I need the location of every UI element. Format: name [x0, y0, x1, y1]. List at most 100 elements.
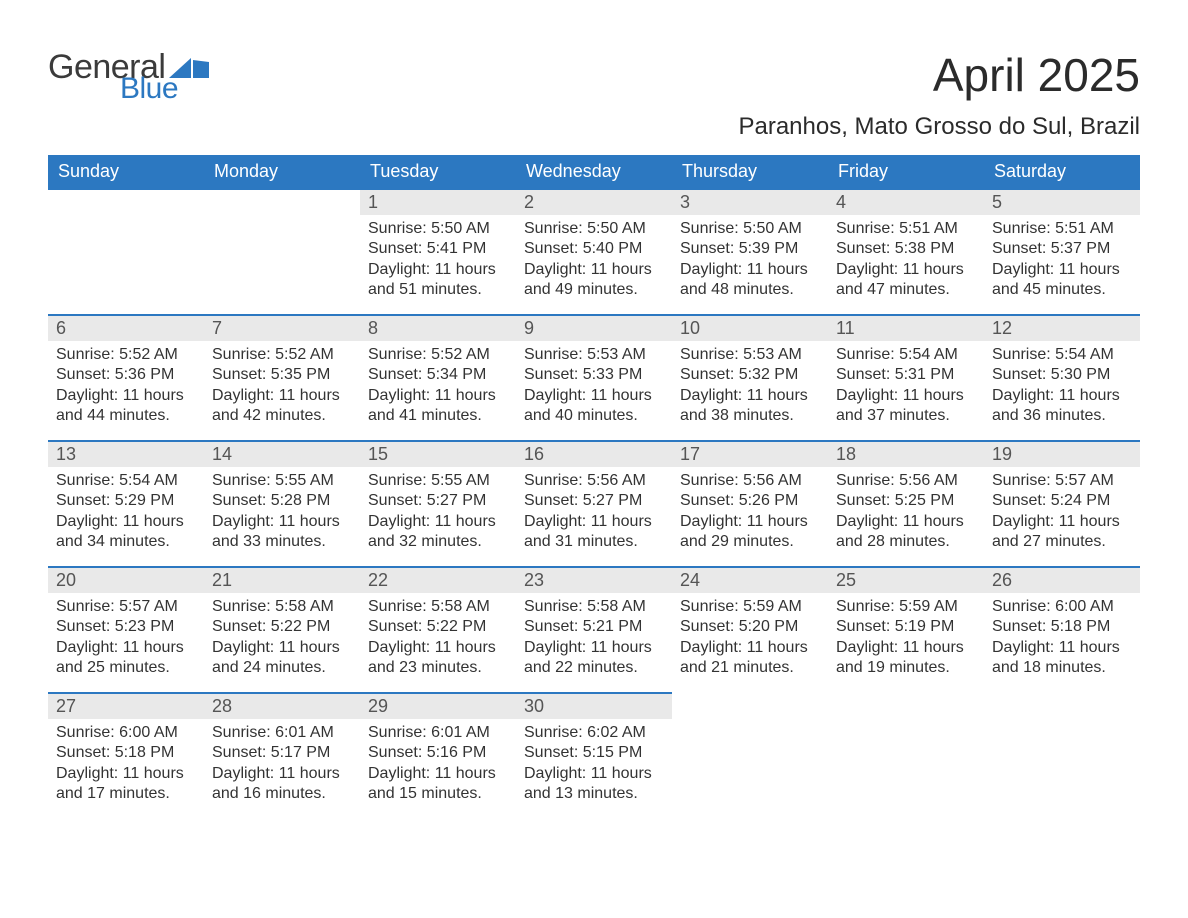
- day-sunrise: Sunrise: 5:58 AM: [368, 597, 508, 617]
- day-number: 17: [672, 442, 828, 467]
- day-dl2: and 25 minutes.: [56, 658, 196, 678]
- day-dl1: Daylight: 11 hours: [992, 512, 1132, 532]
- day-number: 29: [360, 694, 516, 719]
- day-number: 20: [48, 568, 204, 593]
- day-sunset: Sunset: 5:17 PM: [212, 743, 352, 763]
- calendar-cell: 29Sunrise: 6:01 AMSunset: 5:16 PMDayligh…: [360, 692, 516, 810]
- day-sunset: Sunset: 5:28 PM: [212, 491, 352, 511]
- weekday-header-row: Sunday Monday Tuesday Wednesday Thursday…: [48, 155, 1140, 188]
- day-dl1: Daylight: 11 hours: [992, 386, 1132, 406]
- day-dl2: and 40 minutes.: [524, 406, 664, 426]
- day-details: Sunrise: 5:57 AMSunset: 5:23 PMDaylight:…: [48, 593, 204, 679]
- day-details: Sunrise: 5:58 AMSunset: 5:21 PMDaylight:…: [516, 593, 672, 679]
- day-dl1: Daylight: 11 hours: [836, 512, 976, 532]
- day-dl1: Daylight: 11 hours: [680, 512, 820, 532]
- day-sunset: Sunset: 5:36 PM: [56, 365, 196, 385]
- calendar-cell: 7Sunrise: 5:52 AMSunset: 5:35 PMDaylight…: [204, 314, 360, 440]
- day-sunrise: Sunrise: 5:54 AM: [992, 345, 1132, 365]
- day-dl1: Daylight: 11 hours: [212, 638, 352, 658]
- calendar-cell: 19Sunrise: 5:57 AMSunset: 5:24 PMDayligh…: [984, 440, 1140, 566]
- day-sunrise: Sunrise: 5:59 AM: [836, 597, 976, 617]
- weekday-thursday: Thursday: [672, 155, 828, 188]
- day-details: Sunrise: 5:53 AMSunset: 5:32 PMDaylight:…: [672, 341, 828, 427]
- calendar-cell: 22Sunrise: 5:58 AMSunset: 5:22 PMDayligh…: [360, 566, 516, 692]
- logo-word2: Blue: [120, 74, 209, 104]
- day-dl1: Daylight: 11 hours: [524, 260, 664, 280]
- calendar-cell: 23Sunrise: 5:58 AMSunset: 5:21 PMDayligh…: [516, 566, 672, 692]
- day-number: 3: [672, 190, 828, 215]
- calendar-cell: 11Sunrise: 5:54 AMSunset: 5:31 PMDayligh…: [828, 314, 984, 440]
- day-dl2: and 37 minutes.: [836, 406, 976, 426]
- day-sunrise: Sunrise: 5:52 AM: [368, 345, 508, 365]
- day-dl1: Daylight: 11 hours: [368, 638, 508, 658]
- day-number: 5: [984, 190, 1140, 215]
- calendar-cell: 14Sunrise: 5:55 AMSunset: 5:28 PMDayligh…: [204, 440, 360, 566]
- day-number: 22: [360, 568, 516, 593]
- calendar-week-row: 27Sunrise: 6:00 AMSunset: 5:18 PMDayligh…: [48, 692, 1140, 810]
- day-dl1: Daylight: 11 hours: [368, 512, 508, 532]
- day-sunset: Sunset: 5:24 PM: [992, 491, 1132, 511]
- day-sunset: Sunset: 5:27 PM: [524, 491, 664, 511]
- day-dl2: and 38 minutes.: [680, 406, 820, 426]
- day-sunrise: Sunrise: 5:55 AM: [368, 471, 508, 491]
- day-sunset: Sunset: 5:37 PM: [992, 239, 1132, 259]
- title-block: April 2025 Paranhos, Mato Grosso do Sul,…: [738, 50, 1140, 141]
- day-number: 11: [828, 316, 984, 341]
- day-sunrise: Sunrise: 5:52 AM: [56, 345, 196, 365]
- calendar-cell: [984, 692, 1140, 810]
- day-dl2: and 27 minutes.: [992, 532, 1132, 552]
- day-details: Sunrise: 5:54 AMSunset: 5:30 PMDaylight:…: [984, 341, 1140, 427]
- day-dl2: and 21 minutes.: [680, 658, 820, 678]
- day-dl1: Daylight: 11 hours: [680, 260, 820, 280]
- calendar-cell: 1Sunrise: 5:50 AMSunset: 5:41 PMDaylight…: [360, 188, 516, 314]
- day-sunrise: Sunrise: 5:54 AM: [836, 345, 976, 365]
- day-sunrise: Sunrise: 5:59 AM: [680, 597, 820, 617]
- day-details: Sunrise: 5:58 AMSunset: 5:22 PMDaylight:…: [204, 593, 360, 679]
- weekday-wednesday: Wednesday: [516, 155, 672, 188]
- header-row: General Blue April 2025 Paranhos, Mato G…: [48, 50, 1140, 141]
- calendar-cell: 18Sunrise: 5:56 AMSunset: 5:25 PMDayligh…: [828, 440, 984, 566]
- calendar-cell: [828, 692, 984, 810]
- day-sunset: Sunset: 5:35 PM: [212, 365, 352, 385]
- day-number: 7: [204, 316, 360, 341]
- day-details: Sunrise: 6:01 AMSunset: 5:16 PMDaylight:…: [360, 719, 516, 805]
- day-dl1: Daylight: 11 hours: [368, 764, 508, 784]
- day-dl1: Daylight: 11 hours: [212, 512, 352, 532]
- day-sunrise: Sunrise: 5:51 AM: [992, 219, 1132, 239]
- calendar-cell: 6Sunrise: 5:52 AMSunset: 5:36 PMDaylight…: [48, 314, 204, 440]
- day-dl1: Daylight: 11 hours: [524, 764, 664, 784]
- day-number: 26: [984, 568, 1140, 593]
- day-details: Sunrise: 6:02 AMSunset: 5:15 PMDaylight:…: [516, 719, 672, 805]
- day-number: 28: [204, 694, 360, 719]
- calendar-cell: 3Sunrise: 5:50 AMSunset: 5:39 PMDaylight…: [672, 188, 828, 314]
- day-dl2: and 31 minutes.: [524, 532, 664, 552]
- day-details: Sunrise: 5:57 AMSunset: 5:24 PMDaylight:…: [984, 467, 1140, 553]
- day-sunset: Sunset: 5:25 PM: [836, 491, 976, 511]
- calendar-cell: 26Sunrise: 6:00 AMSunset: 5:18 PMDayligh…: [984, 566, 1140, 692]
- day-dl2: and 18 minutes.: [992, 658, 1132, 678]
- day-dl1: Daylight: 11 hours: [836, 638, 976, 658]
- day-number: 24: [672, 568, 828, 593]
- day-details: Sunrise: 5:50 AMSunset: 5:41 PMDaylight:…: [360, 215, 516, 301]
- day-sunrise: Sunrise: 5:58 AM: [524, 597, 664, 617]
- month-title: April 2025: [738, 50, 1140, 101]
- day-sunrise: Sunrise: 5:53 AM: [524, 345, 664, 365]
- day-dl2: and 28 minutes.: [836, 532, 976, 552]
- location-text: Paranhos, Mato Grosso do Sul, Brazil: [738, 113, 1140, 141]
- day-details: Sunrise: 5:51 AMSunset: 5:38 PMDaylight:…: [828, 215, 984, 301]
- day-sunrise: Sunrise: 5:52 AM: [212, 345, 352, 365]
- day-dl2: and 45 minutes.: [992, 280, 1132, 300]
- day-dl2: and 19 minutes.: [836, 658, 976, 678]
- day-sunrise: Sunrise: 6:01 AM: [212, 723, 352, 743]
- calendar-cell: 17Sunrise: 5:56 AMSunset: 5:26 PMDayligh…: [672, 440, 828, 566]
- calendar-cell: 2Sunrise: 5:50 AMSunset: 5:40 PMDaylight…: [516, 188, 672, 314]
- calendar-cell: 16Sunrise: 5:56 AMSunset: 5:27 PMDayligh…: [516, 440, 672, 566]
- day-dl1: Daylight: 11 hours: [56, 386, 196, 406]
- calendar-week-row: 1Sunrise: 5:50 AMSunset: 5:41 PMDaylight…: [48, 188, 1140, 314]
- day-dl1: Daylight: 11 hours: [56, 638, 196, 658]
- day-dl1: Daylight: 11 hours: [56, 764, 196, 784]
- day-details: Sunrise: 5:54 AMSunset: 5:31 PMDaylight:…: [828, 341, 984, 427]
- day-number: 10: [672, 316, 828, 341]
- weekday-tuesday: Tuesday: [360, 155, 516, 188]
- day-sunset: Sunset: 5:18 PM: [56, 743, 196, 763]
